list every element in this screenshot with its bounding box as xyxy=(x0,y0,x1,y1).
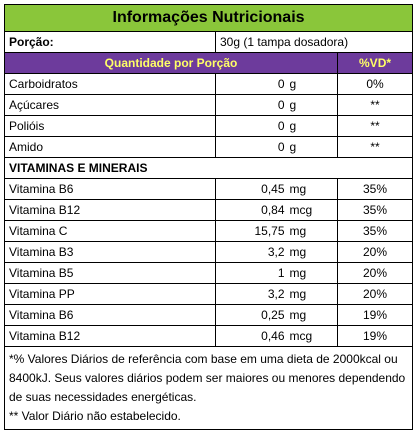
vitamin-row: Vitamina B3 3,2 mg 20% xyxy=(4,241,414,263)
row-unit: mg xyxy=(286,178,338,200)
row-amount: 0 xyxy=(215,136,287,158)
row-unit: g xyxy=(286,73,338,95)
section-title: VITAMINAS E MINERAIS xyxy=(3,157,414,179)
row-amount: 1 xyxy=(215,262,287,284)
nutrient-row: Carboidratos 0 g 0% xyxy=(4,73,414,95)
row-vd: ** xyxy=(336,115,414,137)
row-name: Vitamina B12 xyxy=(4,199,216,221)
vitamin-row: Vitamina B12 0,46 mcg 19% xyxy=(4,325,414,347)
vitamin-row: Vitamina B5 1 mg 20% xyxy=(4,262,414,284)
table-title: Informações Nutricionais xyxy=(3,4,414,32)
row-vd: 35% xyxy=(336,199,414,221)
row-amount: 15,75 xyxy=(215,220,287,242)
row-unit: mg xyxy=(286,241,338,263)
vitamin-row: Vitamina B6 0,45 mg 35% xyxy=(4,178,414,200)
row-vd: ** xyxy=(336,94,414,116)
nutrient-row: Amido 0 g ** xyxy=(4,136,414,158)
row-unit: g xyxy=(286,94,338,116)
portion-value: 30g (1 tampa dosadora) xyxy=(214,31,414,53)
row-unit: mg xyxy=(286,220,338,242)
row-amount: 0,84 xyxy=(215,199,287,221)
row-name: Vitamina B3 xyxy=(4,241,216,263)
row-name: Vitamina B12 xyxy=(4,325,216,347)
row-vd: 20% xyxy=(336,283,414,305)
nutrient-row: Polióis 0 g ** xyxy=(4,115,414,137)
row-unit: mcg xyxy=(286,325,338,347)
row-unit: mg xyxy=(286,262,338,284)
row-amount: 0,46 xyxy=(215,325,287,347)
row-name: Carboidratos xyxy=(4,73,216,95)
vitamin-row: Vitamina B12 0,84 mcg 35% xyxy=(4,199,414,221)
nutrient-row: Açúcares 0 g ** xyxy=(4,94,414,116)
row-vd: 20% xyxy=(336,241,414,263)
row-amount: 0 xyxy=(215,94,287,116)
row-unit: mg xyxy=(286,304,338,326)
nutrition-facts-panel: Informações Nutricionais Porção: 30g (1 … xyxy=(3,4,414,430)
row-vd: 19% xyxy=(336,304,414,326)
row-vd: 35% xyxy=(336,178,414,200)
row-amount: 0,25 xyxy=(215,304,287,326)
row-amount: 3,2 xyxy=(215,241,287,263)
footnote-row: *% Valores Diários de referência com bas… xyxy=(3,346,414,430)
row-vd: 35% xyxy=(336,220,414,242)
vitamin-row: Vitamina B6 0,25 mg 19% xyxy=(4,304,414,326)
row-name: Vitamina B5 xyxy=(4,262,216,284)
vitamin-row: Vitamina C 15,75 mg 35% xyxy=(4,220,414,242)
nutrients-list: Carboidratos 0 g 0% Açúcares 0 g ** Polióis 0 g ** A… xyxy=(4,73,414,158)
row-unit: g xyxy=(286,115,338,137)
row-vd: 19% xyxy=(336,325,414,347)
row-amount: 0,45 xyxy=(215,178,287,200)
row-unit: mg xyxy=(286,283,338,305)
row-name: Vitamina B6 xyxy=(4,304,216,326)
nutrition-table: Informações Nutricionais Porção: 30g (1 … xyxy=(3,4,414,430)
portion-row: Porção: 30g (1 tampa dosadora) xyxy=(4,31,414,53)
row-name: Vitamina PP xyxy=(4,283,216,305)
row-amount: 0 xyxy=(215,115,287,137)
column-header-row: Quantidade por Porção %VD* xyxy=(4,52,414,74)
row-name: Polióis xyxy=(4,115,216,137)
row-vd: 20% xyxy=(336,262,414,284)
vitamins-list: Vitamina B6 0,45 mg 35% Vitamina B12 0,84 mcg 3… xyxy=(4,178,414,347)
row-name: Vitamina B6 xyxy=(4,178,216,200)
row-unit: g xyxy=(286,136,338,158)
row-amount: 3,2 xyxy=(215,283,287,305)
section-row: VITAMINAS E MINERAIS xyxy=(3,157,414,179)
footnote-not-established: ** Valor Diário não estabelecido. xyxy=(9,409,181,423)
vitamin-row: Vitamina PP 3,2 mg 20% xyxy=(4,283,414,305)
row-name: Amido xyxy=(4,136,216,158)
row-unit: mcg xyxy=(286,199,338,221)
footnote-reference: *% Valores Diários de referência com bas… xyxy=(9,352,406,404)
row-amount: 0 xyxy=(215,73,287,95)
row-name: Vitamina C xyxy=(4,220,216,242)
portion-label: Porção: xyxy=(9,35,54,49)
vd-header: %VD* xyxy=(336,52,414,74)
row-vd: 0% xyxy=(336,73,414,95)
quantity-header: Quantidade por Porção xyxy=(4,52,338,74)
row-vd: ** xyxy=(336,136,414,158)
row-name: Açúcares xyxy=(4,94,216,116)
